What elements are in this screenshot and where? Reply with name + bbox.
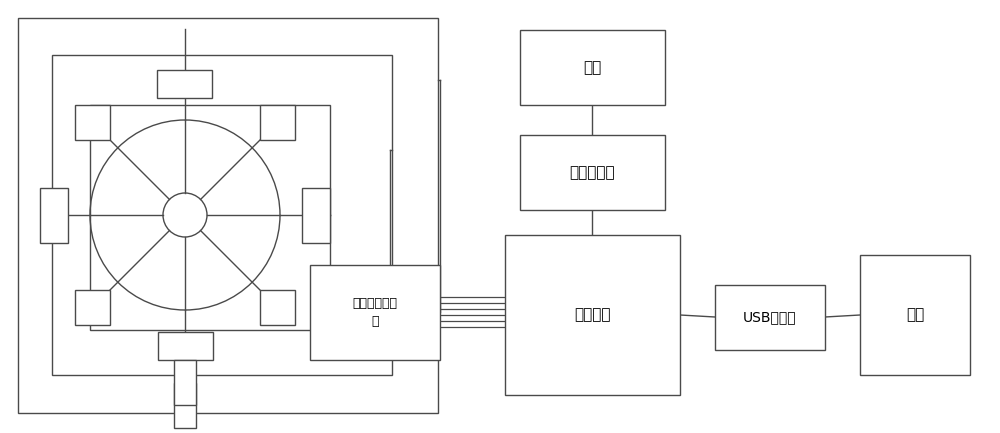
Bar bbox=[90, 105, 330, 330]
Bar bbox=[75, 105, 110, 140]
Bar bbox=[157, 70, 212, 98]
Bar bbox=[75, 290, 110, 325]
Bar bbox=[520, 30, 665, 105]
Bar bbox=[715, 285, 825, 350]
Bar bbox=[174, 383, 196, 428]
Text: 主机: 主机 bbox=[906, 307, 924, 323]
Bar bbox=[505, 235, 680, 395]
Bar bbox=[158, 332, 212, 360]
Bar bbox=[260, 290, 295, 325]
Bar bbox=[310, 265, 440, 360]
Bar bbox=[520, 135, 665, 210]
Bar bbox=[52, 55, 392, 375]
Bar bbox=[302, 187, 330, 242]
Bar bbox=[174, 360, 196, 405]
Bar bbox=[860, 255, 970, 375]
Text: USB连接线: USB连接线 bbox=[743, 310, 797, 324]
Bar bbox=[18, 18, 438, 413]
Bar bbox=[40, 187, 68, 242]
Text: 电源连接线: 电源连接线 bbox=[570, 165, 615, 180]
Text: 超声波连接线
束: 超声波连接线 束 bbox=[352, 297, 398, 328]
Bar bbox=[260, 105, 295, 140]
Text: 硬件模块: 硬件模块 bbox=[574, 307, 611, 323]
Text: 电源: 电源 bbox=[583, 60, 602, 75]
